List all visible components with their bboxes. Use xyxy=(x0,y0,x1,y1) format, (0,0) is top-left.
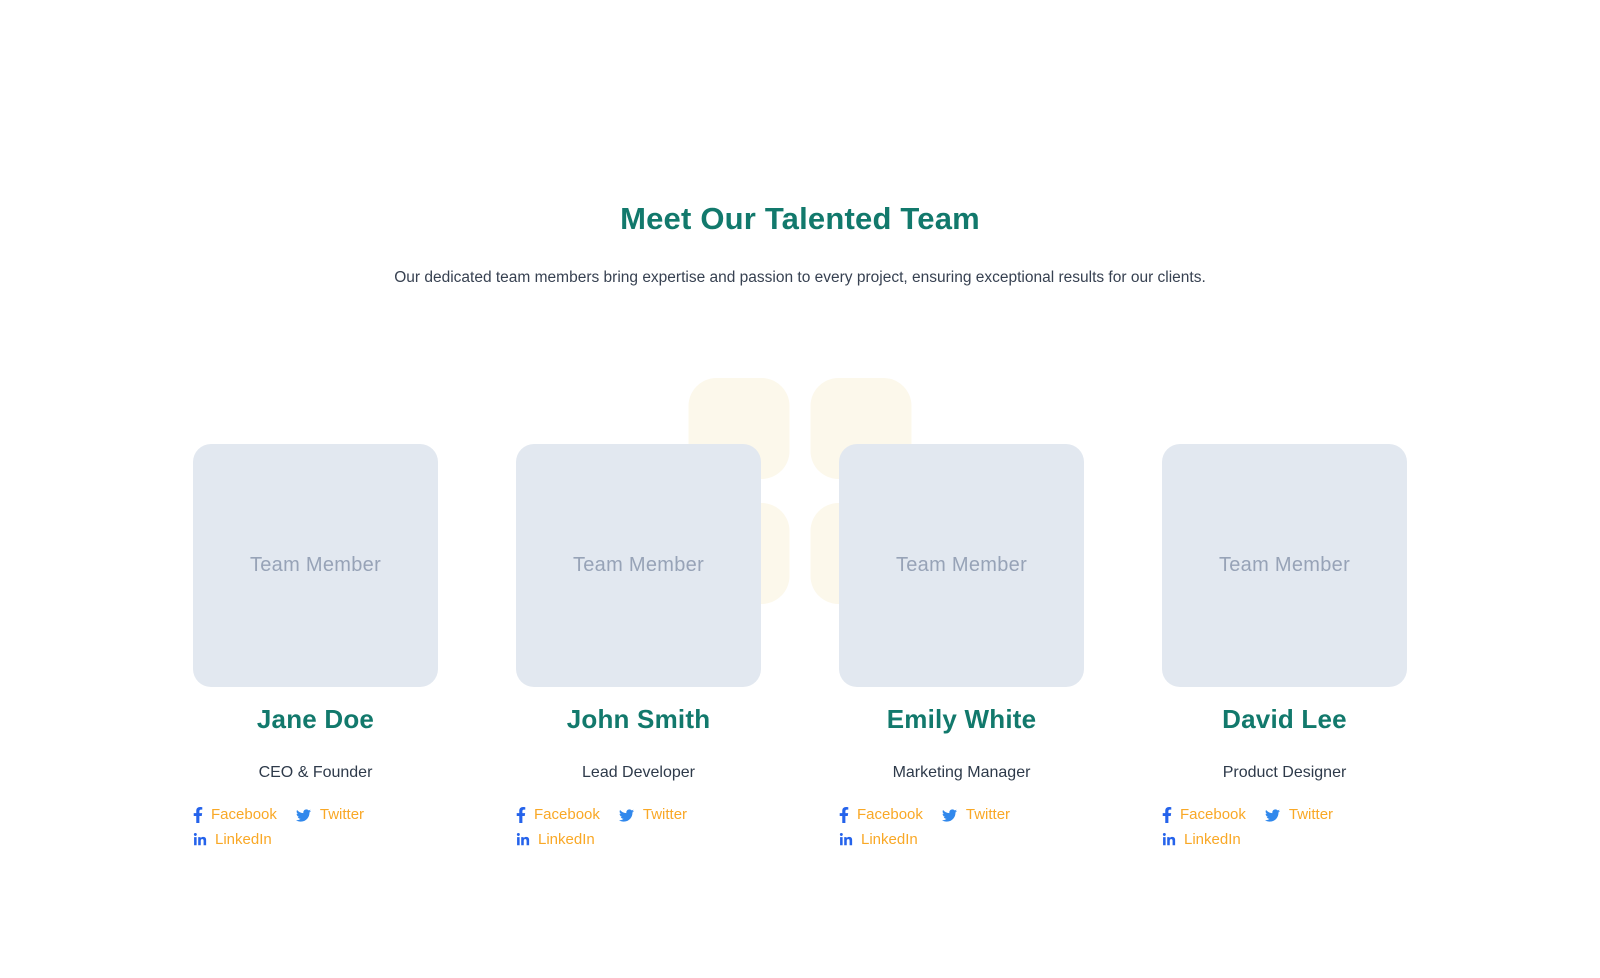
social-label: Twitter xyxy=(1288,806,1334,824)
social-label: LinkedIn xyxy=(215,831,272,849)
facebook-icon xyxy=(1162,807,1172,824)
photo-placeholder-label: Team Member xyxy=(572,553,705,576)
twitter-link[interactable]: Twitter xyxy=(941,804,1010,826)
social-label: Facebook xyxy=(857,806,923,824)
member-photo-placeholder: Team Member xyxy=(1162,443,1407,687)
social-label: LinkedIn xyxy=(538,831,595,849)
social-label: LinkedIn xyxy=(861,831,918,849)
member-photo-placeholder: Team Member xyxy=(193,443,438,687)
twitter-link[interactable]: Twitter xyxy=(1264,804,1333,826)
photo-placeholder-label: Team Member xyxy=(895,553,1028,576)
social-label: Twitter xyxy=(965,806,1011,824)
twitter-icon xyxy=(295,808,312,823)
twitter-link[interactable]: Twitter xyxy=(618,804,687,826)
social-label: Facebook xyxy=(211,806,277,824)
member-name: Emily White xyxy=(886,703,1037,734)
member-role: Marketing Manager xyxy=(892,764,1031,782)
twitter-link[interactable]: Twitter xyxy=(295,804,364,826)
social-label: Facebook xyxy=(1180,806,1246,824)
member-role: CEO & Founder xyxy=(258,764,373,782)
facebook-link[interactable]: Facebook xyxy=(1162,804,1246,826)
twitter-icon xyxy=(1264,808,1281,823)
member-social-links: Facebook Twitter LinkedIn xyxy=(516,804,761,851)
twitter-icon xyxy=(618,808,635,823)
page-title: Meet Our Talented Team xyxy=(620,201,980,236)
section-subtitle: Our dedicated team members bring experti… xyxy=(394,269,1206,287)
member-name: Jane Doe xyxy=(256,703,375,734)
member-name: David Lee xyxy=(1222,703,1347,734)
linkedin-link[interactable]: LinkedIn xyxy=(839,829,918,851)
linkedin-icon xyxy=(1162,833,1176,847)
photo-placeholder-label: Team Member xyxy=(1218,553,1351,576)
team-member-card: Team Member David Lee Product Designer F… xyxy=(1162,443,1407,851)
facebook-icon xyxy=(193,807,203,824)
facebook-icon xyxy=(516,807,526,824)
social-label: Facebook xyxy=(534,806,600,824)
team-section: Meet Our Talented Team Our dedicated tea… xyxy=(193,0,1407,851)
member-name: John Smith xyxy=(566,703,711,734)
member-social-links: Facebook Twitter LinkedIn xyxy=(839,804,1084,851)
linkedin-icon xyxy=(193,833,207,847)
member-photo-placeholder: Team Member xyxy=(516,443,761,687)
member-social-links: Facebook Twitter LinkedIn xyxy=(1162,804,1407,851)
member-social-links: Facebook Twitter LinkedIn xyxy=(193,804,438,851)
linkedin-link[interactable]: LinkedIn xyxy=(516,829,595,851)
linkedin-link[interactable]: LinkedIn xyxy=(1162,829,1241,851)
facebook-icon xyxy=(839,807,849,824)
member-photo-placeholder: Team Member xyxy=(839,443,1084,687)
team-member-card: Team Member John Smith Lead Developer Fa… xyxy=(516,443,761,851)
social-label: Twitter xyxy=(642,806,688,824)
linkedin-icon xyxy=(839,833,853,847)
twitter-icon xyxy=(941,808,958,823)
linkedin-link[interactable]: LinkedIn xyxy=(193,829,272,851)
team-member-card: Team Member Emily White Marketing Manage… xyxy=(839,443,1084,851)
facebook-link[interactable]: Facebook xyxy=(193,804,277,826)
social-label: Twitter xyxy=(319,806,365,824)
photo-placeholder-label: Team Member xyxy=(249,553,382,576)
facebook-link[interactable]: Facebook xyxy=(839,804,923,826)
team-grid: Team Member Jane Doe CEO & Founder Faceb… xyxy=(193,443,1407,851)
linkedin-icon xyxy=(516,833,530,847)
member-role: Product Designer xyxy=(1222,764,1347,782)
team-member-card: Team Member Jane Doe CEO & Founder Faceb… xyxy=(193,443,438,851)
member-role: Lead Developer xyxy=(582,764,695,782)
social-label: LinkedIn xyxy=(1184,831,1241,849)
facebook-link[interactable]: Facebook xyxy=(516,804,600,826)
